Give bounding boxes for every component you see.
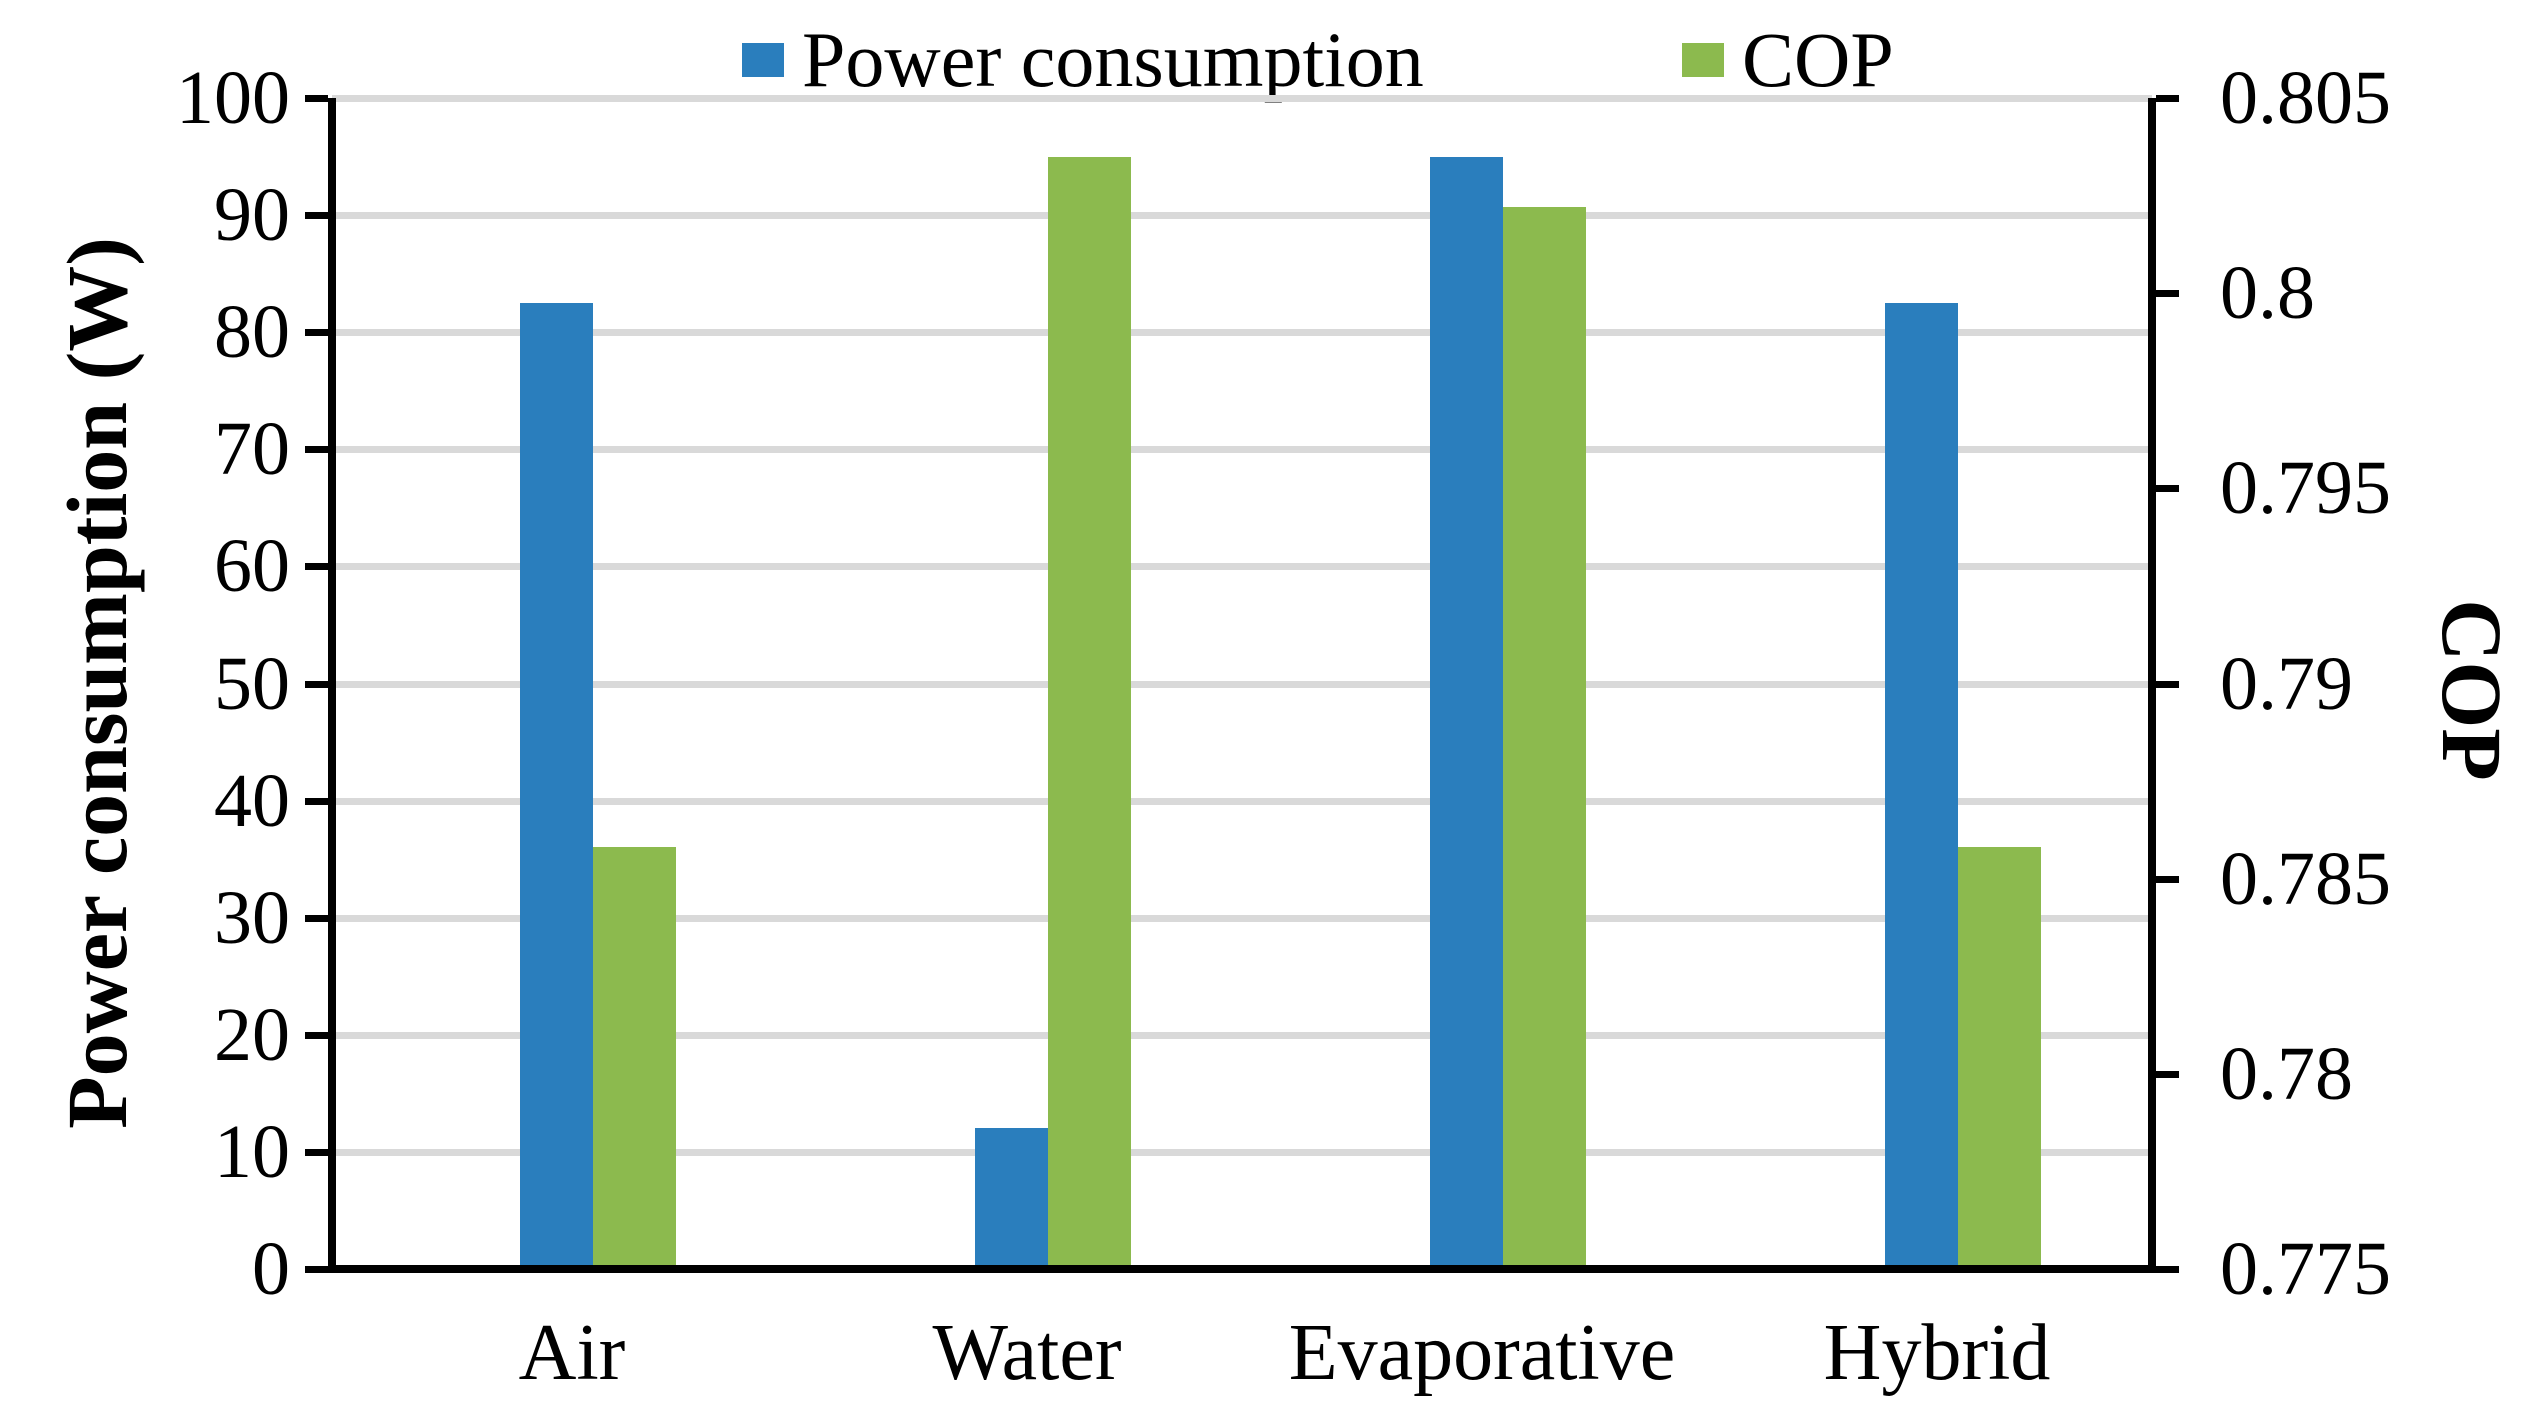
y-right-tick	[2156, 485, 2179, 492]
category-label-hybrid: Hybrid	[1823, 1309, 2051, 1397]
y-right-tick-label: 0.79	[2220, 642, 2353, 726]
y-left-tick	[305, 1149, 328, 1156]
gridline	[332, 1149, 2152, 1156]
y-left-tick-label: 40	[214, 759, 290, 843]
legend-swatch-cop	[1682, 43, 1724, 77]
gridline	[332, 329, 2152, 336]
category-label-water: Water	[932, 1309, 1122, 1397]
gridline	[332, 563, 2152, 570]
y-left-tick	[305, 563, 328, 570]
y-left-tick-label: 20	[214, 993, 290, 1077]
x-axis-line	[328, 1265, 2156, 1273]
bar-cop-evaporative	[1503, 207, 1586, 1269]
y-right-tick-label: 0.785	[2220, 837, 2391, 921]
y-right-tick-label: 0.805	[2220, 56, 2391, 140]
y-right-tick-label: 0.78	[2220, 1032, 2353, 1116]
y-left-tick	[305, 446, 328, 453]
gridline	[332, 1032, 2152, 1039]
gridline	[332, 212, 2152, 219]
y-right-tick-label: 0.795	[2220, 446, 2391, 530]
y-right-tick	[2156, 681, 2179, 688]
bar-cop-hybrid	[1958, 847, 2041, 1269]
y-left-tick-label: 0	[252, 1227, 290, 1311]
y-axis-left-line	[328, 98, 336, 1273]
gridline	[332, 798, 2152, 805]
y-left-tick	[305, 212, 328, 219]
y-right-tick-label: 0.8	[2220, 251, 2315, 335]
legend-item-power: Power consumption	[742, 18, 1424, 102]
y-left-tick-label: 100	[176, 56, 290, 140]
y-left-tick	[305, 915, 328, 922]
y-left-tick-label: 70	[214, 407, 290, 491]
y-left-tick	[305, 95, 328, 102]
y-left-tick-label: 90	[214, 173, 290, 257]
y-right-tick	[2156, 1266, 2179, 1273]
y-left-tick-label: 80	[214, 290, 290, 374]
legend-label-power-consumption: Power consumption	[802, 16, 1424, 103]
legend-swatch-power-consumption	[742, 43, 784, 77]
legend-item-cop: COP	[1682, 18, 1894, 102]
y-left-tick-label: 10	[214, 1110, 290, 1194]
category-label-air: Air	[518, 1309, 626, 1397]
y-left-tick	[305, 681, 328, 688]
y-left-tick-label: 60	[214, 524, 290, 608]
gridline	[332, 681, 2152, 688]
y-right-tick	[2156, 95, 2179, 102]
legend-label-cop: COP	[1742, 16, 1894, 103]
y-left-tick	[305, 329, 328, 336]
category-label-evaporative: Evaporative	[1288, 1309, 1676, 1397]
bar-power-consumption-hybrid	[1885, 303, 1958, 1269]
y-axis-right-line	[2148, 98, 2156, 1273]
y-left-tick	[305, 1266, 328, 1273]
gridline	[332, 915, 2152, 922]
bar-power-consumption-water	[975, 1128, 1048, 1269]
y-left-tick-label: 50	[214, 642, 290, 726]
plot-top-border	[332, 95, 2152, 102]
y-right-tick	[2156, 876, 2179, 883]
bar-power-consumption-evaporative	[1430, 157, 1503, 1269]
bar-cop-water	[1048, 157, 1131, 1269]
y-left-tick-label: 30	[214, 876, 290, 960]
gridline	[332, 446, 2152, 453]
bar-power-consumption-air	[520, 303, 593, 1269]
y-right-tick	[2156, 290, 2179, 297]
bar-cop-air	[593, 847, 676, 1269]
y-right-tick	[2156, 1071, 2179, 1078]
y-left-tick	[305, 798, 328, 805]
y-right-tick-label: 0.775	[2220, 1227, 2391, 1311]
y-left-tick	[305, 1032, 328, 1039]
